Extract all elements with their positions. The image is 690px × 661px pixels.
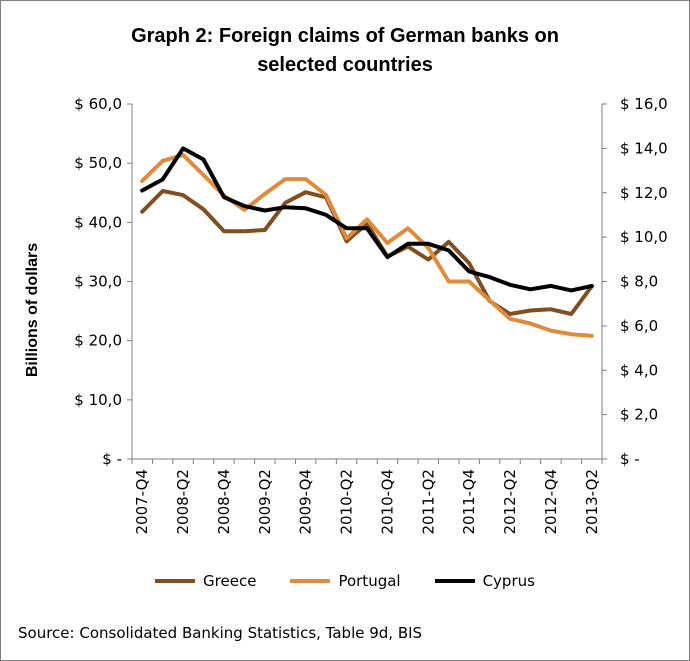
y-tick-label-left: $ 30,0 <box>74 273 122 291</box>
legend-label-portugal: Portugal <box>338 572 401 590</box>
legend-item-portugal: Portugal <box>290 572 401 590</box>
chart-title: Graph 2: Foreign claims of German banks … <box>131 25 559 76</box>
legend-label-greece: Greece <box>203 572 257 590</box>
y-tick-label-left: $ 60,0 <box>74 95 122 113</box>
legend-swatch-cyprus <box>434 579 475 583</box>
x-tick-label: 2012-Q2 <box>501 469 519 535</box>
x-tick-label: 2007-Q4 <box>133 469 151 535</box>
x-tick-label: 2010-Q4 <box>378 469 396 535</box>
y-tick-label-right: $ 16,0 <box>620 95 668 113</box>
x-tick-label: 2008-Q4 <box>215 469 233 535</box>
series-line-portugal <box>140 152 594 338</box>
x-tick-label: 2010-Q2 <box>338 469 356 535</box>
y-tick-label-right: $ 10,0 <box>620 228 668 246</box>
legend-item-cyprus: Cyprus <box>434 572 535 590</box>
y-tick-label-right: $ 14,0 <box>620 139 668 157</box>
x-tick-label: 2008-Q2 <box>174 469 192 535</box>
y-tick-label-left: $ 10,0 <box>74 391 122 409</box>
y-tick-label-right: $ 2,0 <box>620 406 658 424</box>
legend-swatch-greece <box>155 579 196 583</box>
legend-label-cyprus: Cyprus <box>482 572 535 590</box>
x-tick-label: 2013-Q2 <box>583 469 601 535</box>
y-tick-label-left: $ 40,0 <box>74 213 122 231</box>
x-tick-label: 2011-Q2 <box>419 469 437 535</box>
y-tick-label-right: $ 12,0 <box>620 184 668 202</box>
legend-item-greece: Greece <box>155 572 256 590</box>
y-tick-label-right: $ - <box>620 450 640 468</box>
y-tick-label-left: $ 20,0 <box>74 332 122 350</box>
chart-legend: Greece Portugal Cyprus <box>0 572 690 590</box>
y-tick-label-right: $ 6,0 <box>620 317 658 335</box>
x-tick-label: 2009-Q2 <box>256 469 274 535</box>
x-tick-label: 2011-Q4 <box>460 469 478 534</box>
legend-swatch-portugal <box>290 579 331 583</box>
source-note: Source: Consolidated Banking Statistics,… <box>18 624 423 642</box>
x-tick-label: 2012-Q4 <box>542 469 560 535</box>
y-tick-label-left: $ 50,0 <box>74 154 122 172</box>
y-tick-label-right: $ 4,0 <box>620 361 658 379</box>
x-tick-label: 2009-Q4 <box>297 469 315 535</box>
series-line-greece <box>140 189 594 316</box>
y-tick-label-left: $ - <box>102 450 122 468</box>
y-tick-label-right: $ 8,0 <box>620 273 658 291</box>
